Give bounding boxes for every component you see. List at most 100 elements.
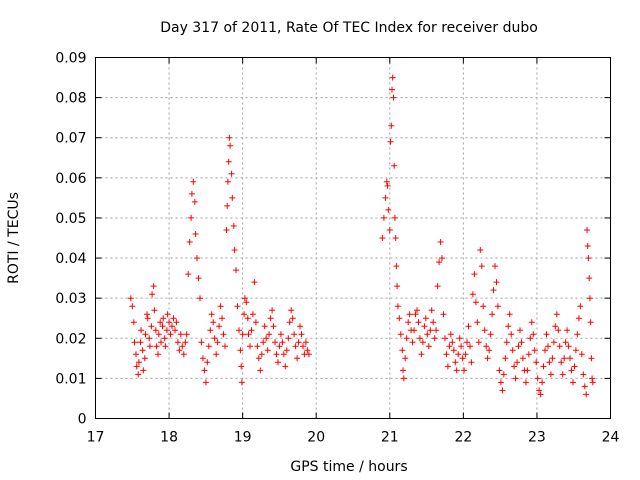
data-point: [388, 122, 395, 129]
data-point: [508, 331, 515, 338]
data-point: [285, 335, 292, 342]
data-point: [517, 327, 523, 334]
data-point: [433, 327, 440, 334]
data-point: [207, 327, 214, 334]
data-point: [562, 339, 569, 346]
data-point: [236, 327, 242, 334]
data-point: [465, 323, 472, 330]
data-point: [502, 355, 509, 362]
data-point: [572, 347, 579, 354]
data-point: [192, 231, 199, 237]
data-point: [528, 319, 535, 326]
data-point: [565, 343, 572, 350]
data-point: [394, 303, 401, 310]
data-point: [241, 311, 248, 318]
data-point: [210, 319, 217, 326]
data-point: [199, 355, 206, 362]
data-point: [392, 235, 399, 241]
data-point: [387, 138, 394, 145]
data-point: [133, 351, 139, 358]
data-point: [302, 339, 309, 346]
data-point: [151, 307, 158, 314]
data-point: [428, 307, 435, 314]
data-point: [587, 319, 594, 326]
data-point: [297, 323, 303, 330]
data-point: [220, 331, 227, 338]
data-points: [127, 74, 596, 398]
y-tick-label: 0.09: [55, 51, 86, 67]
data-point: [294, 355, 301, 362]
data-point: [379, 235, 386, 241]
y-tick-label: 0.06: [55, 171, 86, 187]
data-point: [474, 319, 481, 326]
data-point: [197, 295, 203, 302]
data-point: [300, 343, 306, 350]
data-point: [229, 194, 236, 201]
data-point: [129, 303, 136, 310]
data-point: [170, 315, 177, 322]
data-point: [475, 339, 482, 346]
data-point: [194, 255, 200, 262]
data-point: [245, 331, 252, 338]
data-point: [564, 327, 571, 334]
data-point: [149, 291, 156, 298]
plot-frame: [95, 57, 611, 419]
data-point: [237, 347, 244, 354]
data-point: [228, 170, 235, 177]
x-tick-label: 19: [234, 430, 252, 446]
data-point: [505, 323, 512, 330]
data-point: [152, 327, 159, 334]
data-point: [289, 315, 296, 322]
data-point: [172, 327, 178, 334]
data-point: [511, 363, 518, 370]
data-point: [385, 206, 392, 213]
data-point: [233, 267, 239, 274]
data-point: [160, 315, 167, 322]
data-point: [280, 351, 287, 358]
data-point: [139, 347, 146, 354]
data-point: [586, 295, 593, 302]
data-point: [264, 347, 271, 354]
data-point: [269, 307, 276, 314]
data-point: [148, 323, 155, 330]
data-point: [409, 339, 416, 346]
data-point: [459, 355, 466, 362]
data-point: [177, 331, 184, 338]
data-point: [205, 343, 212, 350]
data-point: [403, 335, 410, 342]
data-point: [581, 383, 588, 390]
data-point: [140, 367, 147, 374]
data-point: [400, 367, 406, 374]
data-point: [468, 359, 475, 366]
data-point: [496, 367, 503, 374]
data-point: [543, 331, 550, 338]
data-point: [222, 343, 228, 350]
data-point: [202, 379, 209, 386]
data-point: [546, 359, 553, 366]
data-point: [416, 335, 423, 342]
data-point: [190, 178, 197, 185]
data-point: [142, 331, 149, 338]
data-point: [506, 311, 513, 318]
data-point: [144, 315, 151, 322]
data-point: [130, 319, 137, 326]
data-point: [411, 327, 418, 334]
data-point: [493, 279, 500, 286]
data-point: [277, 331, 284, 338]
data-point: [258, 351, 265, 358]
data-point: [201, 367, 208, 374]
data-point: [440, 311, 447, 318]
x-tick-label: 18: [160, 430, 178, 446]
data-point: [138, 327, 145, 334]
data-point: [195, 275, 202, 282]
data-point: [556, 343, 563, 350]
data-point: [555, 327, 562, 334]
data-point: [559, 371, 566, 378]
data-point: [146, 335, 153, 342]
data-point: [273, 351, 280, 358]
data-point: [252, 319, 259, 326]
data-point: [243, 299, 250, 306]
data-point: [439, 255, 445, 262]
data-point: [185, 271, 192, 278]
data-point: [483, 343, 490, 350]
